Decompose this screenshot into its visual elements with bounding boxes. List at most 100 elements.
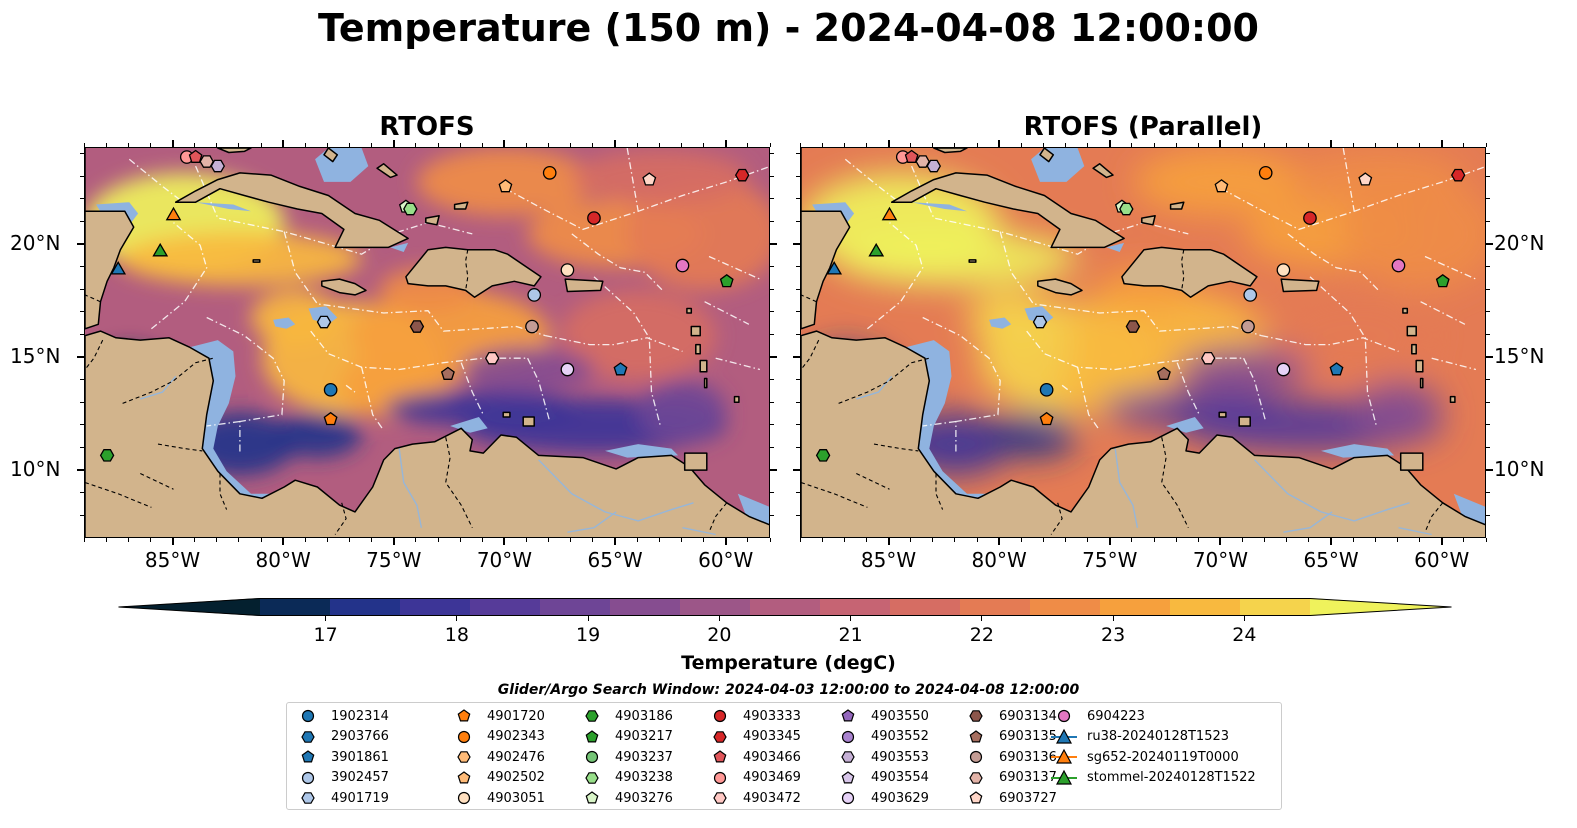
legend-marker-icon xyxy=(1057,709,1071,723)
minor-tick xyxy=(1264,538,1266,542)
legend-item-label: 4903553 xyxy=(871,749,929,765)
minor-tick xyxy=(80,198,84,200)
colorbar-tick-label: 17 xyxy=(313,624,338,646)
legend-item-label: 1902314 xyxy=(331,708,389,724)
minor-tick xyxy=(1020,143,1022,147)
platform-marker-6903134 xyxy=(409,320,425,333)
legend-marker-icon xyxy=(585,791,599,804)
minor-tick xyxy=(80,153,84,155)
colorbar-tick-label: 19 xyxy=(576,624,601,646)
legend-marker-icon xyxy=(1051,728,1077,744)
legend-item-label: 4903469 xyxy=(743,770,801,785)
legend-item: 4903472 xyxy=(707,788,801,808)
platform-marker-4903466 xyxy=(188,149,203,163)
map-title-rtofs-parallel: RTOFS (Parallel) xyxy=(1023,112,1263,142)
colorbar-segment xyxy=(1170,598,1241,616)
platform-marker-4903553 xyxy=(926,159,942,173)
minor-tick xyxy=(796,198,800,200)
lon-tick-mark xyxy=(392,538,395,545)
minor-tick xyxy=(437,143,439,147)
legend-marker-icon xyxy=(301,771,315,784)
legend-item-label: 4903472 xyxy=(743,790,801,806)
minor-tick xyxy=(747,538,749,542)
legend-item: 6903137 xyxy=(963,768,1057,788)
legend-item: 6903727 xyxy=(963,788,1057,808)
legend-marker-icon xyxy=(301,709,315,723)
legend-item-label: 4902343 xyxy=(487,729,545,744)
minor-tick xyxy=(770,379,774,381)
minor-tick xyxy=(1486,424,1490,426)
colorbar-tick-mark xyxy=(456,616,458,621)
minor-tick xyxy=(770,311,774,313)
lon-tick-mark xyxy=(1440,538,1443,545)
minor-tick xyxy=(592,538,594,542)
legend-item-label: 4903237 xyxy=(615,749,673,765)
legend-marker-icon xyxy=(585,750,599,764)
minor-tick xyxy=(1308,143,1310,147)
lon-tick-mark xyxy=(282,140,285,147)
platform-marker-3902457 xyxy=(527,288,542,302)
platform-marker-4903238 xyxy=(403,202,418,216)
legend-item-label: 4902502 xyxy=(487,770,545,785)
minor-tick xyxy=(149,143,151,147)
legend-marker-icon xyxy=(969,791,983,804)
lon-tick-mark xyxy=(503,538,506,545)
lon-label: 70°W xyxy=(476,548,533,572)
platform-marker-6903135 xyxy=(1156,366,1171,380)
colorbar-tick-mark xyxy=(1112,616,1114,621)
lon-tick-mark xyxy=(998,538,1001,545)
minor-tick xyxy=(1153,538,1155,542)
legend-item: 4903469 xyxy=(707,768,801,788)
minor-tick xyxy=(769,143,771,147)
platform-marker-4903186 xyxy=(815,449,831,462)
lat-tick-mark xyxy=(793,469,800,472)
legend-item-label: stommel-20240128T1522 xyxy=(1087,770,1256,785)
minor-tick xyxy=(865,143,867,147)
legend-item-label: 6903727 xyxy=(999,790,1057,806)
lon-tick-mark xyxy=(998,140,1001,147)
legend-marker-icon xyxy=(301,750,315,763)
minor-tick xyxy=(437,538,439,542)
legend-marker-icon xyxy=(1051,748,1077,764)
minor-tick xyxy=(1042,143,1044,147)
legend-item: sg652-20240119T0000 xyxy=(1051,747,1239,767)
lon-tick-mark xyxy=(614,140,617,147)
colorbar-segment xyxy=(470,598,541,616)
minor-tick xyxy=(770,447,774,449)
minor-tick xyxy=(636,143,638,147)
minor-tick xyxy=(415,143,417,147)
minor-tick xyxy=(1042,538,1044,542)
platform-marker-4903051 xyxy=(1276,263,1291,277)
legend-item-label: 4901719 xyxy=(331,790,389,806)
minor-tick xyxy=(592,143,594,147)
minor-tick xyxy=(954,538,956,542)
minor-tick xyxy=(770,288,774,290)
platform-marker-1902314 xyxy=(323,382,338,397)
platform-marker-4902343 xyxy=(1258,166,1273,180)
colorbar-tick-label: 24 xyxy=(1232,624,1257,646)
minor-tick xyxy=(1175,143,1177,147)
minor-tick xyxy=(105,143,107,147)
minor-tick xyxy=(770,153,774,155)
minor-tick xyxy=(1065,538,1067,542)
legend-item: 4903552 xyxy=(835,727,929,747)
map-panel-rtofs-parallel xyxy=(800,147,1486,538)
legend-item: 4902343 xyxy=(451,727,545,747)
minor-tick xyxy=(526,538,528,542)
lat-label-right: 10°N xyxy=(1494,457,1545,482)
minor-tick xyxy=(1419,143,1421,147)
minor-tick xyxy=(570,538,572,542)
minor-tick xyxy=(1486,198,1490,200)
platform-marker-4901720 xyxy=(323,411,338,426)
colorbar-segment xyxy=(890,598,961,616)
minor-tick xyxy=(658,143,660,147)
legend-marker-icon xyxy=(841,751,855,763)
legend-item: 6903136 xyxy=(963,747,1057,767)
lat-tick-mark xyxy=(77,243,84,246)
minor-tick xyxy=(260,538,262,542)
platform-marker-6903727 xyxy=(1358,172,1373,186)
legend-marker-icon xyxy=(457,751,471,763)
lon-tick-mark xyxy=(1330,538,1333,545)
platform-marker-4903629 xyxy=(560,362,575,377)
minor-tick xyxy=(770,198,774,200)
